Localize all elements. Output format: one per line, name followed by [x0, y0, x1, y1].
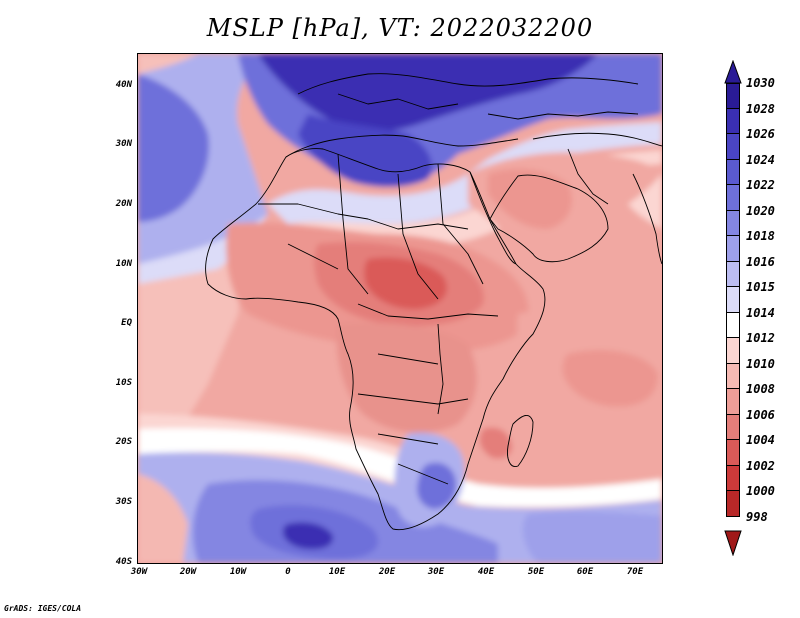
- southeast-blue: [522, 511, 662, 563]
- border-10: [397, 463, 449, 485]
- south-africa-core: [417, 462, 456, 509]
- colorbar-label: 1018: [746, 229, 775, 243]
- colorbar-segment: [726, 108, 740, 134]
- colorbar-segment: [726, 185, 740, 211]
- colorbar-label: 1024: [746, 152, 775, 167]
- border-7: [377, 353, 439, 365]
- north-deep-blue: [258, 54, 598, 132]
- indian-ocean-low: [562, 350, 658, 407]
- iran-border: [567, 148, 609, 205]
- colorbar-segment: [726, 363, 740, 389]
- congo-salmon: [336, 322, 477, 433]
- colorbar-label: 1012: [746, 331, 775, 345]
- colorbar-segment: [726, 83, 740, 109]
- europe-border: [487, 111, 639, 120]
- y-label-10N: 10N: [115, 259, 132, 269]
- colorbar-segment: [726, 414, 740, 440]
- colorbar-label: 1028: [746, 101, 775, 116]
- y-label-eq: EQ: [121, 318, 132, 328]
- y-label-40N: 40N: [115, 80, 132, 90]
- y-label-30S: 30S: [115, 497, 132, 507]
- colorbar-segment: [726, 134, 740, 160]
- colorbar-segment: [726, 287, 740, 313]
- colorbar-label: 1014: [746, 305, 775, 320]
- x-label-40E: 40E: [477, 567, 495, 577]
- med-north-coast: [285, 134, 519, 158]
- colorbar-segment: [726, 159, 740, 185]
- colorbar-label: 1002: [746, 458, 775, 473]
- x-label-70E: 70E: [626, 567, 644, 577]
- pressure-map: [138, 54, 662, 563]
- pressure-field-svg: [138, 54, 662, 563]
- colorbar-label: 998: [746, 509, 768, 524]
- colorbar: [726, 83, 740, 517]
- coastlines: [205, 73, 662, 531]
- border-8: [357, 393, 469, 405]
- colorbar-segment: [726, 465, 740, 491]
- sahara-high: [298, 114, 432, 187]
- colorbar-label: 1022: [746, 178, 775, 192]
- colorbar-label: 1030: [746, 76, 775, 90]
- red-sea: [469, 171, 517, 265]
- south-high-core: [283, 522, 334, 550]
- border-2: [337, 153, 369, 295]
- colorbar-label: 1008: [746, 382, 775, 396]
- colorbar-label: 1004: [746, 433, 775, 447]
- nw-blue-core: [138, 74, 209, 222]
- x-label-10W: 10W: [229, 567, 247, 577]
- arabia-low: [488, 168, 572, 229]
- colorbar-top-arrow: [724, 60, 742, 84]
- colorbar-segment: [726, 491, 740, 517]
- colorbar-segment: [726, 440, 740, 466]
- colorbar-label: 1016: [746, 254, 775, 269]
- middle-east-coast: [532, 132, 662, 147]
- y-label-10S: 10S: [115, 378, 132, 388]
- sw-pink: [138, 474, 188, 563]
- europe-coast: [297, 73, 639, 95]
- north-pale-band: [268, 122, 662, 224]
- y-label-40S: 40S: [115, 557, 132, 567]
- x-label-20W: 20W: [179, 567, 197, 577]
- border-4: [437, 163, 484, 285]
- colorbar-label: 1006: [746, 407, 775, 422]
- madagascar-coast: [507, 415, 534, 467]
- colorbar-label: 1010: [746, 356, 775, 371]
- x-label-10E: 10E: [328, 567, 346, 577]
- colorbar-segment: [726, 338, 740, 364]
- x-label-30E: 30E: [427, 567, 445, 577]
- x-label-30W: 30W: [130, 567, 148, 577]
- mozambique-low: [479, 427, 512, 459]
- y-label-20N: 20N: [115, 199, 132, 209]
- border-9: [377, 433, 439, 445]
- colorbar-bottom-arrow: [724, 530, 742, 556]
- nw-corner-pink: [138, 54, 198, 74]
- colorbar-segment: [726, 210, 740, 236]
- border-5: [287, 243, 339, 270]
- colorbar-segment: [726, 389, 740, 415]
- nw-pale-blue: [138, 214, 268, 284]
- y-label-20S: 20S: [115, 437, 132, 447]
- arabia-coast: [489, 174, 609, 263]
- border-1: [258, 203, 469, 230]
- footer-credit: GrADS: IGES/COLA: [4, 604, 82, 613]
- colorbar-label: 1026: [746, 127, 775, 141]
- india-coast: [632, 173, 662, 265]
- colorbar-segment: [726, 312, 740, 338]
- x-label-20E: 20E: [378, 567, 396, 577]
- y-label-30N: 30N: [115, 139, 132, 149]
- sahel-deep-red: [364, 257, 447, 310]
- colorbar-label: 1000: [746, 484, 775, 498]
- colorbar-label: 1015: [746, 280, 775, 294]
- colorbar-segment: [726, 236, 740, 262]
- lakes-border: [437, 323, 444, 415]
- colorbar-segment: [726, 261, 740, 287]
- border-3: [397, 173, 439, 300]
- x-label-60E: 60E: [576, 567, 594, 577]
- x-label-50E: 50E: [527, 567, 545, 577]
- europe-border-2: [337, 93, 459, 110]
- x-label-0: 0: [285, 567, 291, 577]
- colorbar-label: 1020: [746, 203, 775, 218]
- border-6: [357, 303, 499, 320]
- map-title: MSLP [hPa], VT: 2022032200: [206, 14, 594, 42]
